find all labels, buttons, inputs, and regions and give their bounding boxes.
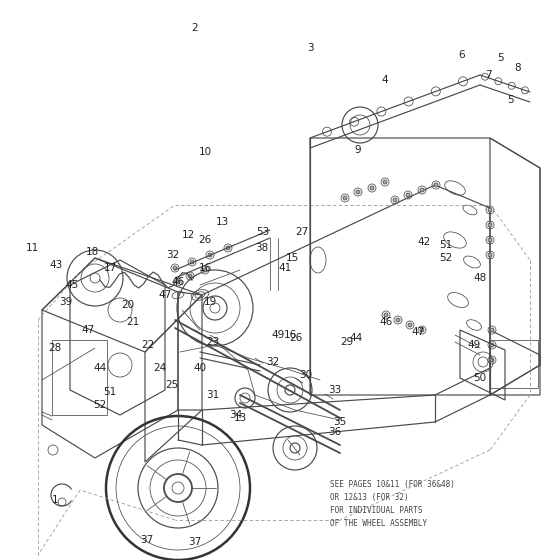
Text: 52: 52 <box>94 400 106 410</box>
Text: 10: 10 <box>198 147 212 157</box>
Text: 42: 42 <box>417 237 431 247</box>
Circle shape <box>406 193 410 197</box>
Text: 16: 16 <box>283 330 297 340</box>
Circle shape <box>173 266 177 270</box>
Circle shape <box>393 198 397 202</box>
Text: 21: 21 <box>127 317 139 327</box>
Text: 47: 47 <box>158 290 171 300</box>
Text: FOR INDIVIDUAL PARTS: FOR INDIVIDUAL PARTS <box>330 506 422 515</box>
Text: 35: 35 <box>333 417 347 427</box>
Text: 48: 48 <box>473 273 487 283</box>
Circle shape <box>488 208 492 212</box>
Text: 3: 3 <box>307 43 313 53</box>
Text: OF THE WHEEL ASSEMBLY: OF THE WHEEL ASSEMBLY <box>330 519 427 528</box>
Text: SEE PAGES 10&11 (FOR 36&48): SEE PAGES 10&11 (FOR 36&48) <box>330 480 455 489</box>
Text: 45: 45 <box>66 280 78 290</box>
Text: 49: 49 <box>272 330 284 340</box>
Text: 37: 37 <box>141 535 153 545</box>
Text: 9: 9 <box>354 145 361 155</box>
Circle shape <box>490 343 494 347</box>
Text: 28: 28 <box>48 343 62 353</box>
Text: 50: 50 <box>473 373 487 383</box>
Text: 17: 17 <box>104 263 116 273</box>
Circle shape <box>396 318 400 322</box>
Text: 49: 49 <box>468 340 480 350</box>
Text: 13: 13 <box>234 413 246 423</box>
Text: 13: 13 <box>216 217 228 227</box>
Circle shape <box>488 253 492 257</box>
Circle shape <box>420 188 424 192</box>
Circle shape <box>343 196 347 200</box>
Text: 43: 43 <box>49 260 63 270</box>
Text: 36: 36 <box>328 427 342 437</box>
Text: 2: 2 <box>192 23 198 33</box>
Text: 29: 29 <box>340 337 353 347</box>
Text: 51: 51 <box>440 240 452 250</box>
Text: 30: 30 <box>300 370 312 380</box>
Text: 44: 44 <box>94 363 106 373</box>
Circle shape <box>176 280 180 284</box>
Text: 20: 20 <box>122 300 134 310</box>
Circle shape <box>203 268 207 272</box>
Text: 11: 11 <box>25 243 39 253</box>
Circle shape <box>420 328 424 332</box>
Text: 26: 26 <box>198 235 212 245</box>
Text: 12: 12 <box>181 230 195 240</box>
Text: 32: 32 <box>166 250 180 260</box>
Text: 7: 7 <box>485 70 491 80</box>
Text: 39: 39 <box>59 297 73 307</box>
Circle shape <box>356 190 360 194</box>
Circle shape <box>490 358 494 362</box>
Text: 33: 33 <box>328 385 342 395</box>
Text: 25: 25 <box>165 380 179 390</box>
Text: 5: 5 <box>497 53 503 63</box>
Circle shape <box>188 274 192 278</box>
Circle shape <box>370 186 374 190</box>
Text: 37: 37 <box>188 537 202 547</box>
Circle shape <box>383 180 387 184</box>
Text: 1: 1 <box>52 495 58 505</box>
Text: 44: 44 <box>349 333 363 343</box>
Circle shape <box>488 223 492 227</box>
Text: 22: 22 <box>141 340 155 350</box>
Circle shape <box>208 253 212 257</box>
Text: 15: 15 <box>286 253 298 263</box>
Text: 53: 53 <box>256 227 269 237</box>
Text: 46: 46 <box>379 317 393 327</box>
Text: 51: 51 <box>104 387 116 397</box>
Text: 32: 32 <box>267 357 279 367</box>
Bar <box>490 340 538 388</box>
Circle shape <box>490 328 494 332</box>
Text: 6: 6 <box>459 50 465 60</box>
Text: 24: 24 <box>153 363 167 373</box>
Text: 38: 38 <box>255 243 269 253</box>
Circle shape <box>434 183 438 187</box>
Text: 5: 5 <box>507 95 514 105</box>
Circle shape <box>408 323 412 327</box>
Text: 52: 52 <box>440 253 452 263</box>
Circle shape <box>488 238 492 242</box>
Circle shape <box>384 313 388 317</box>
Text: 34: 34 <box>230 410 242 420</box>
Circle shape <box>190 260 194 264</box>
Text: 27: 27 <box>295 227 309 237</box>
Text: 41: 41 <box>278 263 292 273</box>
Bar <box>52 340 107 415</box>
Text: 47: 47 <box>412 327 424 337</box>
Text: 8: 8 <box>515 63 521 73</box>
Text: 4: 4 <box>382 75 388 85</box>
Text: 40: 40 <box>193 363 207 373</box>
Text: 31: 31 <box>207 390 220 400</box>
Text: 47: 47 <box>81 325 95 335</box>
Circle shape <box>226 246 230 250</box>
Text: 26: 26 <box>290 333 302 343</box>
Text: 46: 46 <box>171 277 185 287</box>
Text: 19: 19 <box>203 297 217 307</box>
Text: 23: 23 <box>207 337 220 347</box>
Text: 18: 18 <box>85 247 99 257</box>
Text: 16: 16 <box>198 263 212 273</box>
Text: OR 12&13 (FOR 32): OR 12&13 (FOR 32) <box>330 493 409 502</box>
